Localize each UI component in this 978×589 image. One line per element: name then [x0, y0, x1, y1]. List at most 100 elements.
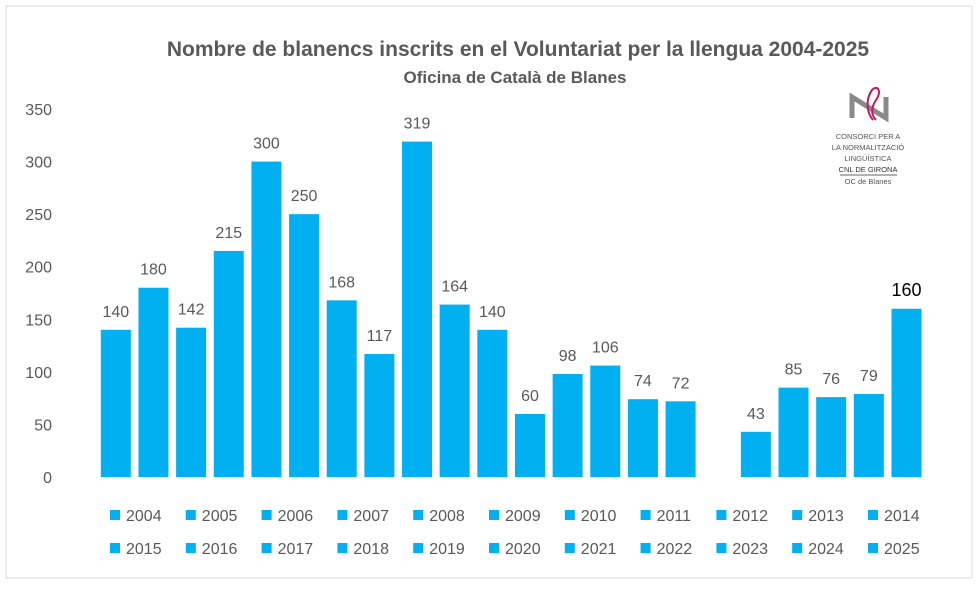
legend-label-2017: 2017: [278, 541, 314, 558]
y-tick-label: 0: [43, 470, 52, 487]
y-tick-label: 200: [25, 260, 52, 277]
legend-swatch-2016: [185, 543, 196, 553]
legend-swatch-2022: [640, 543, 651, 553]
legend-label-2012: 2012: [732, 508, 768, 525]
data-label-2024: 79: [860, 368, 878, 385]
data-label-2022: 85: [785, 362, 803, 379]
data-label-2021: 43: [747, 406, 765, 423]
legend-label-2021: 2021: [581, 541, 617, 558]
legend-swatch-2004: [110, 510, 120, 520]
logo-l-mark: [866, 86, 880, 121]
chart-title: Nombre de blanencs inscrits en el Volunt…: [167, 38, 870, 61]
legend-label-2006: 2006: [278, 508, 314, 525]
y-tick-label: 300: [25, 155, 52, 172]
legend-swatch-2023: [716, 543, 727, 553]
legend-label-2008: 2008: [429, 508, 465, 525]
data-label-2012: 319: [404, 116, 431, 133]
bar-2016: [552, 373, 583, 477]
y-tick-label: 50: [34, 417, 52, 434]
legend-label-2018: 2018: [353, 541, 389, 558]
legend-label-2020: 2020: [505, 541, 541, 558]
legend-swatch-2025: [868, 543, 878, 553]
data-label-2009: 250: [291, 188, 318, 205]
data-label-2019: 72: [672, 375, 690, 392]
logo-line-3: LINGÜÍSTICA: [844, 154, 891, 163]
legend-swatch-2020: [489, 543, 499, 553]
bar-2012: [402, 141, 433, 477]
data-label-2008: 300: [253, 136, 280, 153]
bar-2019: [665, 401, 696, 477]
bar-2008: [251, 161, 282, 478]
bar-2007: [213, 250, 244, 477]
bar-2004: [100, 329, 131, 477]
logo-line-1: CONSORCI PER A: [836, 132, 901, 141]
legend-label-2011: 2011: [657, 508, 692, 525]
y-tick-label: 350: [25, 102, 52, 119]
bar-2010: [326, 300, 357, 477]
data-label-2006: 142: [178, 302, 205, 319]
legend-swatch-2010: [564, 510, 575, 520]
legend-swatch-2014: [868, 510, 878, 520]
legend-label-2024: 2024: [808, 541, 844, 558]
data-label-2015: 60: [521, 388, 539, 405]
data-label-2014: 140: [479, 304, 506, 321]
legend-swatch-2006: [261, 510, 272, 520]
data-label-2007: 215: [215, 225, 242, 242]
bar-2013: [439, 304, 470, 477]
legend-label-2004: 2004: [126, 508, 162, 525]
legend-swatch-2009: [489, 510, 499, 520]
bar-2021: [740, 431, 771, 477]
chart-subtitle: Oficina de Català de Blanes: [404, 68, 627, 87]
data-label-2023: 76: [822, 371, 840, 388]
y-axis: 0 50 100 150 200 250 300 350: [25, 102, 52, 487]
legend-swatch-2007: [337, 510, 348, 520]
logo-line-5: OC de Blanes: [845, 177, 892, 186]
bar-2015: [514, 413, 545, 477]
legend-label-2025: 2025: [884, 541, 920, 558]
legend-label-2007: 2007: [353, 508, 389, 525]
legend-label-2010: 2010: [581, 508, 617, 525]
legend-label-2019: 2019: [429, 541, 465, 558]
legend-swatch-2011: [640, 510, 651, 520]
legend-swatch-2008: [413, 510, 424, 520]
data-label-2018: 74: [634, 373, 652, 390]
data-label-2011: 117: [367, 328, 393, 345]
legend-label-2014: 2014: [884, 508, 920, 525]
bar-2005: [138, 287, 169, 477]
data-label-2004: 140: [102, 304, 129, 321]
bar-2009: [289, 214, 320, 477]
y-tick-label: 250: [25, 207, 52, 224]
legend-label-2009: 2009: [505, 508, 541, 525]
bar-2006: [176, 327, 207, 477]
bar-2023: [816, 397, 847, 477]
data-label-2025: 160: [891, 280, 921, 300]
y-tick-label: 150: [25, 312, 52, 329]
legend-label-2022: 2022: [657, 541, 693, 558]
bars: [100, 141, 922, 478]
bar-2022: [778, 387, 809, 477]
legend-swatch-2012: [716, 510, 727, 520]
logo-n-mark: [849, 92, 889, 123]
data-label-2013: 164: [441, 279, 468, 296]
data-label-2017: 106: [592, 340, 619, 357]
legend-swatch-2013: [792, 510, 803, 520]
logo-line-2: LA NORMALITZACIÓ: [832, 143, 905, 152]
legend-swatch-2021: [564, 543, 575, 553]
legend-label-2016: 2016: [202, 541, 238, 558]
legend-label-2013: 2013: [808, 508, 844, 525]
legend-label-2023: 2023: [732, 541, 768, 558]
data-label-2005: 180: [140, 262, 167, 279]
legend-swatch-2015: [110, 543, 120, 553]
logo: CONSORCI PER A LA NORMALITZACIÓ LINGÜÍST…: [832, 86, 905, 186]
data-labels: 140 180 142 215 300 250 168 117 319 164 140 60 98 106…: [102, 116, 921, 423]
bar-2014: [477, 329, 508, 477]
legend-swatch-2018: [337, 543, 348, 553]
legend-swatch-2019: [413, 543, 424, 553]
legend-swatch-2017: [261, 543, 272, 553]
bar-2025: [891, 308, 922, 477]
legend-label-2005: 2005: [202, 508, 238, 525]
data-label-2016: 98: [559, 348, 577, 365]
legend-label-2015: 2015: [126, 541, 162, 558]
bar-2024: [853, 393, 884, 477]
